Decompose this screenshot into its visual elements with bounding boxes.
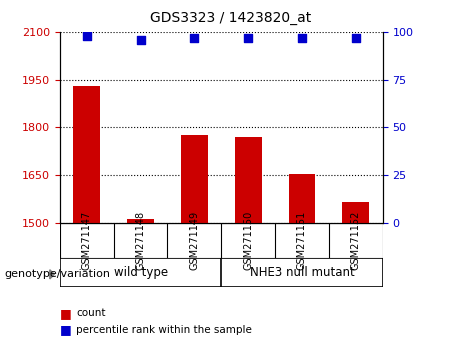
Text: GSM271148: GSM271148	[136, 211, 146, 270]
Bar	[181, 135, 208, 223]
Bar	[235, 137, 261, 223]
Polygon shape	[50, 270, 54, 279]
Text: GSM271149: GSM271149	[189, 211, 200, 270]
Bar	[342, 202, 369, 223]
Bar	[289, 174, 315, 223]
Text: percentile rank within the sample: percentile rank within the sample	[76, 325, 252, 335]
Bar	[73, 86, 100, 223]
Text: GSM271147: GSM271147	[82, 211, 92, 270]
Text: NHE3 null mutant: NHE3 null mutant	[249, 266, 355, 279]
Text: GSM271152: GSM271152	[351, 211, 361, 270]
Text: GSM271151: GSM271151	[297, 211, 307, 270]
Text: genotype/variation: genotype/variation	[5, 269, 111, 279]
Point	[191, 35, 198, 40]
Point	[244, 35, 252, 40]
Point	[137, 37, 144, 42]
Text: count: count	[76, 308, 106, 318]
Text: ■: ■	[60, 307, 71, 320]
Text: GSM271150: GSM271150	[243, 211, 253, 270]
Point	[298, 35, 306, 40]
Point	[83, 33, 90, 39]
Text: wild type: wild type	[113, 266, 168, 279]
Bar	[127, 219, 154, 223]
Text: GDS3323 / 1423820_at: GDS3323 / 1423820_at	[150, 11, 311, 25]
Point	[352, 35, 360, 40]
Text: ■: ■	[60, 324, 71, 336]
